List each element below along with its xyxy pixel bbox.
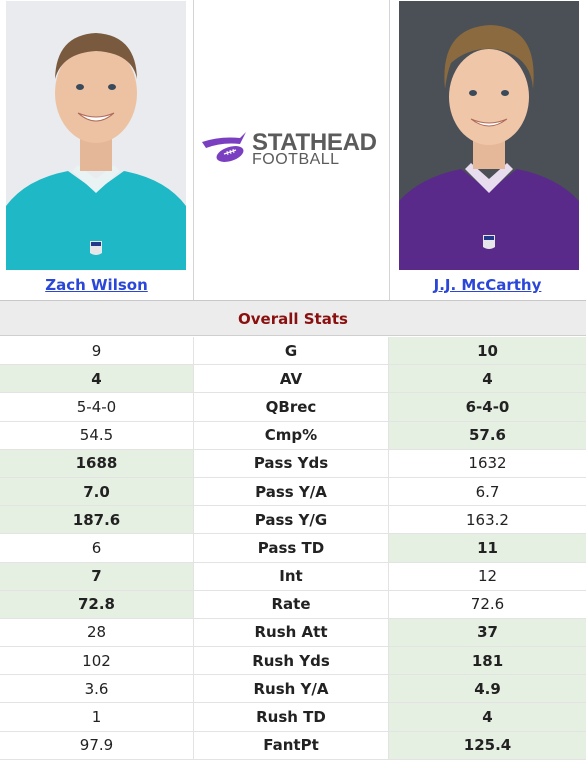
header-divider-right xyxy=(389,0,390,300)
stat-left-value: 5-4-0 xyxy=(76,397,117,416)
stat-right-value: 12 xyxy=(477,567,498,586)
stat-right-value: 163.2 xyxy=(466,510,509,529)
stat-left-value: 72.8 xyxy=(0,590,193,618)
stat-left-value: 6 xyxy=(91,538,102,557)
stat-right-value: 4 xyxy=(389,703,586,731)
stat-label: Rush Att xyxy=(193,618,389,647)
stat-label: Rate xyxy=(193,590,389,618)
stat-label: Cmp% xyxy=(193,421,389,449)
stat-row: 102 Rush Yds 181 xyxy=(0,647,586,676)
stat-row: 72.8 Rate 72.6 xyxy=(0,590,586,619)
stat-row: 28 Rush Att 37 xyxy=(0,618,586,648)
stat-left-value: 4 xyxy=(0,365,193,393)
stat-label: Pass TD xyxy=(193,534,389,562)
stat-label: Int xyxy=(193,562,389,590)
stat-label: Rush Yds xyxy=(193,647,389,675)
stat-right-value: 57.6 xyxy=(389,421,586,449)
stat-right-value: 4.9 xyxy=(389,675,586,703)
stathead-football-logo: STATHEAD FOOTBALL xyxy=(200,128,386,170)
stat-label: Pass Yds xyxy=(193,449,389,477)
stat-row: 4 AV 4 xyxy=(0,365,586,394)
stat-label: Pass Y/A xyxy=(193,477,389,506)
logo-wordmark: STATHEAD xyxy=(252,129,377,156)
stat-row: 1 Rush TD 4 xyxy=(0,703,586,732)
stat-label: G xyxy=(193,337,389,365)
stat-label: Pass Y/G xyxy=(193,506,389,534)
stat-left-value: 7.0 xyxy=(0,477,193,506)
player-right-name-link[interactable]: J.J. McCarthy xyxy=(433,276,542,294)
stat-right-value: 72.6 xyxy=(470,595,505,614)
stat-left-value: 1688 xyxy=(0,449,193,477)
stat-right-value: 6.7 xyxy=(475,482,500,501)
header-divider-left xyxy=(193,0,194,300)
stat-left-value: 7 xyxy=(0,562,193,590)
stat-right-value: 1632 xyxy=(468,454,507,473)
stat-right-value: 37 xyxy=(389,618,586,647)
stat-row: 187.6 Pass Y/G 163.2 xyxy=(0,506,586,535)
player-left-headshot xyxy=(6,1,186,270)
stat-left-value: 9 xyxy=(91,341,102,360)
football-swoosh-icon xyxy=(202,132,246,162)
stat-row: 6 Pass TD 11 xyxy=(0,534,586,563)
stat-row: 9 G 10 xyxy=(0,337,586,366)
stat-left-value: 54.5 xyxy=(79,426,114,445)
stat-row: 1688 Pass Yds 1632 xyxy=(0,449,586,478)
stat-left-value: 28 xyxy=(86,623,107,642)
player-left-cell: Zach Wilson xyxy=(0,0,193,300)
stat-label: AV xyxy=(193,365,389,393)
stat-right-value: 181 xyxy=(389,647,586,675)
stat-row: 54.5 Cmp% 57.6 xyxy=(0,421,586,450)
logo-subtitle: FOOTBALL xyxy=(252,151,340,168)
stat-right-value: 10 xyxy=(389,337,586,365)
stat-right-value: 6-4-0 xyxy=(389,393,586,421)
stat-left-value: 102 xyxy=(82,651,111,670)
stat-right-value: 11 xyxy=(389,534,586,562)
stats-table: 9 G 10 4 AV 4 5-4-0 QBrec 6-4-0 54.5 Cmp% 57.6 1688 P… xyxy=(0,337,586,760)
stat-left-value: 97.9 xyxy=(79,736,114,755)
stat-row: 5-4-0 QBrec 6-4-0 xyxy=(0,393,586,422)
stat-left-value: 3.6 xyxy=(84,679,109,698)
player-right-headshot xyxy=(399,1,579,270)
player-right-cell: J.J. McCarthy xyxy=(389,0,586,300)
stat-left-value: 187.6 xyxy=(0,506,193,534)
stat-right-value: 4 xyxy=(389,365,586,393)
stat-row: 7.0 Pass Y/A 6.7 xyxy=(0,477,586,507)
stat-row: 3.6 Rush Y/A 4.9 xyxy=(0,675,586,704)
stat-label: QBrec xyxy=(193,393,389,421)
stat-row: 7 Int 12 xyxy=(0,562,586,591)
stat-row: 97.9 FantPt 125.4 xyxy=(0,731,586,760)
comparison-header: Zach Wilson STATHEAD FOOTBALL xyxy=(0,0,586,300)
section-title-overall-stats: Overall Stats xyxy=(0,300,586,336)
stat-label: Rush Y/A xyxy=(193,675,389,703)
stat-label: Rush TD xyxy=(193,703,389,731)
player-left-name-link[interactable]: Zach Wilson xyxy=(45,276,148,294)
stat-left-value: 1 xyxy=(91,708,102,727)
stat-right-value: 125.4 xyxy=(389,731,586,759)
stat-label: FantPt xyxy=(193,731,389,759)
